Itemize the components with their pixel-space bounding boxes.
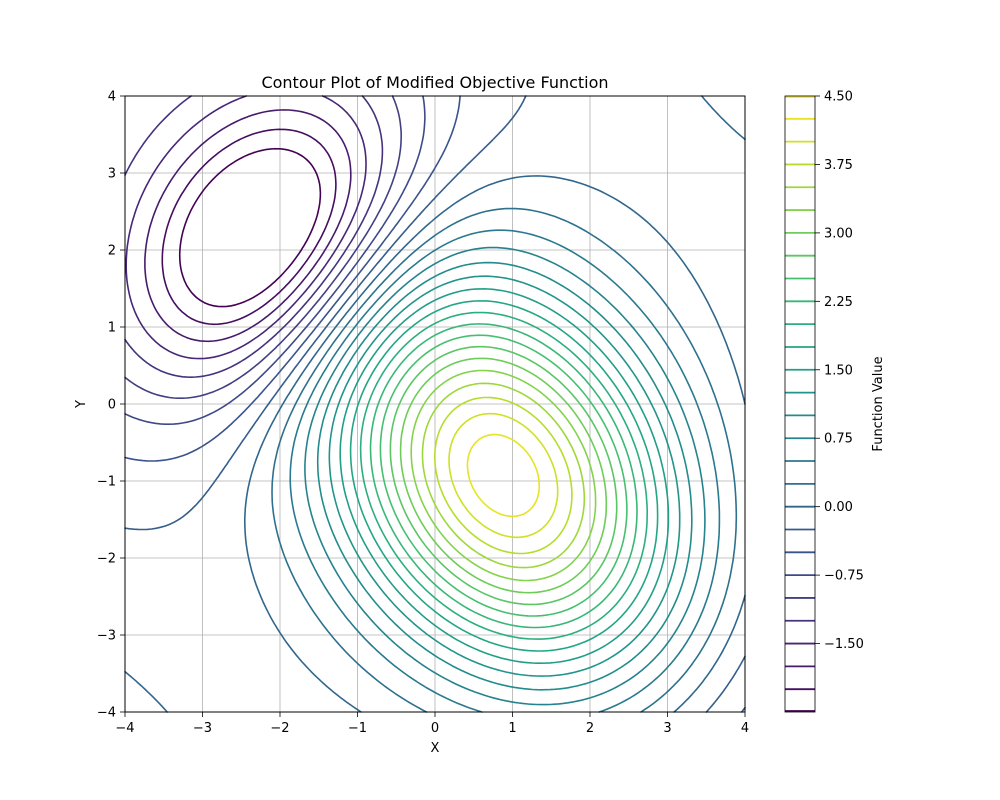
x-tick-label-0: −4	[115, 721, 134, 736]
x-axis-label: X	[431, 741, 440, 756]
contour-level-1	[161, 128, 337, 326]
y-tick-label-6: 2	[108, 244, 116, 259]
y-tick-label-5: 1	[108, 321, 116, 336]
y-tick-label-1: −3	[97, 629, 116, 644]
contour-level-21	[399, 357, 608, 594]
colorbar-tick-label-0: 4.50	[824, 90, 853, 105]
contour-level-23	[421, 382, 586, 569]
x-tick-label-1: −3	[193, 721, 212, 736]
y-tick-label-3: −1	[97, 475, 116, 490]
contour-level-11	[289, 229, 721, 713]
contour-level-12	[304, 246, 706, 706]
y-axis: −4 −3 −2 −1 0 1 2 3 4	[97, 90, 125, 721]
colorbar-frame	[784, 95, 816, 713]
colorbar-tick-label-3: 2.25	[824, 295, 853, 310]
contour-level-5	[124, 95, 402, 399]
contour-level-2	[144, 109, 352, 343]
y-tick-label-0: −4	[97, 706, 116, 721]
contour-level-17	[359, 311, 648, 640]
colorbar: 4.50 3.75 3.00 2.25 1.50 0.75 0.00 −0.75 −1.50	[784, 90, 864, 713]
contour-level-9	[124, 95, 746, 713]
contour-level-14	[328, 275, 681, 677]
colorbar-tick-label-2: 3.00	[824, 226, 853, 241]
colorbar-label: Function Value	[871, 356, 886, 451]
y-tick-label-4: 0	[108, 398, 116, 413]
contour-level-8	[124, 95, 746, 713]
contour-lines	[124, 95, 746, 713]
contour-level-6	[124, 95, 426, 425]
colorbar-tick-label-1: 3.75	[824, 158, 853, 173]
contour-level-26	[466, 433, 541, 518]
y-axis-label: Y	[74, 400, 89, 409]
x-tick-label-5: 1	[508, 721, 516, 736]
contour-level-7	[124, 95, 746, 713]
colorbar-tick-label-8: −1.50	[824, 637, 864, 652]
colorbar-tick-label-6: 0.00	[824, 500, 853, 515]
chart-title: Contour Plot of Modified Objective Funct…	[261, 73, 608, 92]
colorbar-tick-label-4: 1.50	[824, 363, 853, 378]
y-tick-label-2: −2	[97, 552, 116, 567]
x-axis: −4 −3 −2 −1 0 1 2 3 4	[115, 712, 749, 736]
contour-level-19	[379, 334, 628, 617]
contour-level-15	[339, 288, 670, 664]
contour-level-25	[448, 412, 559, 539]
contour-level-18	[369, 323, 638, 629]
x-tick-label-3: −1	[348, 721, 367, 736]
contour-level-0	[178, 147, 322, 308]
contour-level-3	[125, 95, 367, 360]
colorbar-tick-label-7: −0.75	[824, 569, 864, 584]
y-tick-label-7: 3	[108, 167, 116, 182]
x-tick-label-6: 2	[586, 721, 594, 736]
colorbar-tick-label-5: 0.75	[824, 432, 853, 447]
contour-level-20	[389, 345, 618, 606]
y-tick-label-8: 4	[108, 90, 116, 105]
x-tick-label-8: 4	[741, 721, 749, 736]
x-tick-label-4: 0	[431, 721, 439, 736]
contour-level-16	[349, 300, 659, 652]
x-tick-label-7: 3	[663, 721, 671, 736]
contour-level-10	[271, 207, 738, 713]
contour-level-13	[316, 261, 693, 691]
x-tick-label-2: −2	[270, 721, 289, 736]
contour-level-4	[124, 95, 384, 378]
contour-level-24	[434, 396, 573, 555]
contour-level-22	[410, 369, 597, 582]
